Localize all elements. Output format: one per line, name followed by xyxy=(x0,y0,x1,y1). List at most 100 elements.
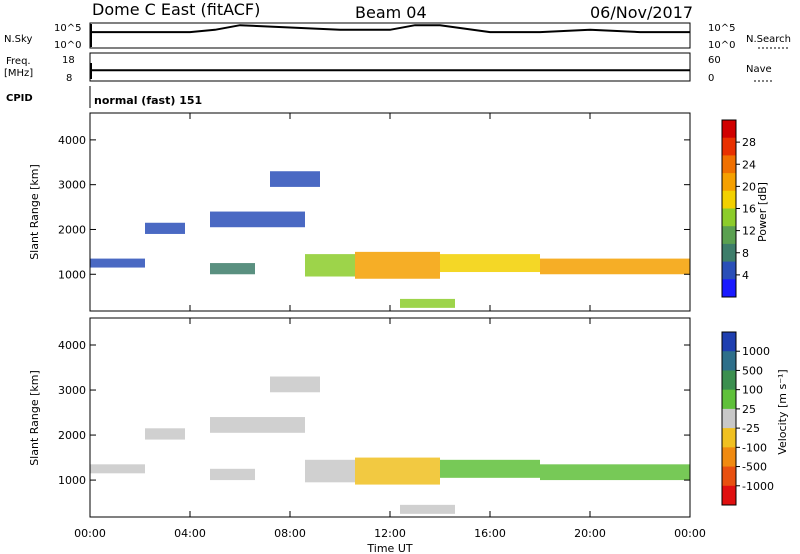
echo-region xyxy=(440,254,540,273)
range-tick-label: 4000 xyxy=(58,339,86,352)
nsky-label: N.Sky xyxy=(4,34,32,45)
time-tick-label: 16:00 xyxy=(474,527,506,540)
colorbar-tick-label: 28 xyxy=(742,136,756,149)
echo-region xyxy=(355,251,440,279)
range-tick-label: 3000 xyxy=(58,179,86,192)
echo-region xyxy=(90,258,145,268)
colorbar-swatch xyxy=(722,137,736,156)
range-tick-label: 4000 xyxy=(58,134,86,147)
power-colorbar: 28 24 20 16 12 8 4 xyxy=(721,119,756,298)
colorbar-swatch xyxy=(722,447,736,468)
colorbar-tick-label: 4 xyxy=(742,269,749,282)
echo-region xyxy=(270,171,320,187)
time-axis-label: Time UT xyxy=(366,542,412,554)
colorbar-swatch xyxy=(722,370,736,391)
nsearch-label: N.Search xyxy=(746,34,791,45)
power-colorbar-label: Power [dB] xyxy=(756,182,769,242)
colorbar-frame xyxy=(721,331,737,506)
time-tick-label: 00:00 xyxy=(674,527,706,540)
power-panel-frame xyxy=(89,112,691,312)
colorbar-tick-label: -1000 xyxy=(742,480,774,493)
freq-label-line1: Freq. xyxy=(6,56,31,67)
cpid-value: normal (fast) 151 xyxy=(94,94,202,107)
echo-region xyxy=(90,464,145,474)
colorbar-swatch xyxy=(722,155,736,174)
freq-tick-top: 18 xyxy=(62,55,75,66)
colorbar-tick-label: 16 xyxy=(742,203,756,216)
echo-region xyxy=(145,222,185,234)
velocity-yticks: 1000 2000 3000 4000 xyxy=(58,339,690,487)
freq-tick-bottom: 8 xyxy=(66,73,72,84)
echo-region xyxy=(210,417,305,433)
nave-tick-top: 60 xyxy=(708,55,721,66)
velocity-colorbar-label: Velocity [m s⁻¹] xyxy=(776,369,789,454)
colorbar-swatch xyxy=(722,428,736,448)
range-tick-label: 1000 xyxy=(58,474,86,487)
nave-tick-bottom: 0 xyxy=(708,73,714,84)
echo-region xyxy=(540,258,690,275)
velocity-data xyxy=(90,376,690,514)
time-tick-label: 04:00 xyxy=(174,527,206,540)
colorbar-swatch xyxy=(722,332,736,352)
nsky-tick-top: 10^5 xyxy=(54,23,81,34)
colorbar-swatch xyxy=(722,466,736,487)
colorbar-tick-label: 8 xyxy=(742,247,749,260)
cpid-label: CPID xyxy=(6,93,33,104)
velocity-colorbar: 1000 500 100 25 -25 -100 -500 -1000 xyxy=(721,331,774,506)
freq-trace xyxy=(90,63,690,79)
range-tick-label: 2000 xyxy=(58,223,86,236)
colorbar-swatch xyxy=(722,190,736,209)
time-tick-label: 12:00 xyxy=(374,527,406,540)
colorbar-swatch xyxy=(722,389,736,410)
time-tick-label: 00:00 xyxy=(74,527,106,540)
range-tick-label: 1000 xyxy=(58,268,86,281)
colorbar-swatch xyxy=(722,226,736,245)
nsky-line xyxy=(90,24,690,34)
range-tick-label: 3000 xyxy=(58,384,86,397)
beam-title: Beam 04 xyxy=(355,3,427,22)
echo-region xyxy=(440,459,540,478)
nsearch-tick-bottom: 10^0 xyxy=(708,40,735,51)
echo-region xyxy=(270,376,320,393)
colorbar-swatch xyxy=(722,408,736,429)
colorbar-swatch xyxy=(722,351,736,371)
colorbar-tick-label: -25 xyxy=(742,422,760,435)
colorbar-tick-label: 100 xyxy=(742,384,763,397)
colorbar-tick-label: 500 xyxy=(742,364,763,377)
colorbar-swatch xyxy=(722,243,736,263)
nsky-trace xyxy=(90,24,690,47)
echo-region xyxy=(400,504,455,514)
colorbar-tick-label: 12 xyxy=(742,225,756,238)
date-title: 06/Nov/2017 xyxy=(590,3,693,22)
echo-region xyxy=(210,263,255,275)
echo-region xyxy=(400,298,455,308)
colorbar-tick-label: -500 xyxy=(742,461,767,474)
colorbar-tick-label: 25 xyxy=(742,403,756,416)
nsky-tick-bottom: 10^0 xyxy=(54,40,81,51)
colorbar-tick-label: 20 xyxy=(742,180,756,193)
velocity-ylabel: Slant Range [km] xyxy=(28,370,41,466)
station-title: Dome C East (fitACF) xyxy=(92,0,260,19)
nsearch-tick-top: 10^5 xyxy=(708,23,735,34)
echo-region xyxy=(145,428,185,440)
time-tick-label: 08:00 xyxy=(274,527,306,540)
colorbar-tick-label: -100 xyxy=(742,441,767,454)
echo-region xyxy=(210,211,305,228)
colorbar-tick-label: 1000 xyxy=(742,345,770,358)
power-yticks: 1000 2000 3000 4000 xyxy=(58,134,690,281)
echo-region xyxy=(210,468,255,481)
colorbar-swatch xyxy=(722,485,736,506)
power-data xyxy=(90,171,690,308)
echo-region xyxy=(305,254,355,277)
power-ylabel: Slant Range [km] xyxy=(28,164,41,260)
time-axis: 00:00 04:00 08:00 12:00 16:00 20:00 00:00 xyxy=(74,113,706,540)
colorbar-tick-label: 24 xyxy=(742,158,756,171)
colorbar-swatch xyxy=(722,173,736,192)
echo-region xyxy=(305,459,355,483)
colorbar-swatch xyxy=(722,279,736,298)
nsky-panel-frame xyxy=(89,22,691,49)
colorbar-swatch xyxy=(722,261,736,280)
colorbar-swatch xyxy=(722,208,736,227)
freq-label-line2: [MHz] xyxy=(4,68,33,79)
